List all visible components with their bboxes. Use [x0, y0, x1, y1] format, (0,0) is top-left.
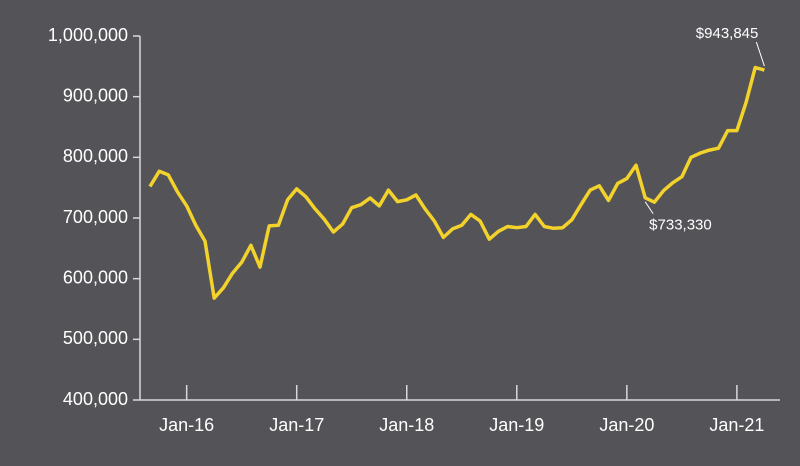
x-tick-label: Jan-19 — [489, 415, 544, 435]
value-label: $943,845 — [696, 25, 759, 42]
y-tick-label: 1,000,000 — [48, 25, 128, 45]
y-tick-label: 600,000 — [63, 267, 128, 287]
leader-line — [755, 41, 765, 67]
y-tick-label: 900,000 — [63, 85, 128, 105]
x-tick-label: Jan-17 — [269, 415, 324, 435]
line-series — [148, 65, 765, 300]
leader-line — [644, 201, 654, 215]
y-tick-label: 500,000 — [63, 328, 128, 348]
x-tick-label: Jan-21 — [709, 415, 764, 435]
x-tick-label: Jan-16 — [159, 415, 214, 435]
x-tick-label: Jan-20 — [599, 415, 654, 435]
value-label: $733,330 — [649, 217, 712, 234]
y-tick-label: 800,000 — [63, 146, 128, 166]
y-tick-label: 700,000 — [63, 207, 128, 227]
y-tick-label: 400,000 — [63, 389, 128, 409]
x-tick-label: Jan-18 — [379, 415, 434, 435]
